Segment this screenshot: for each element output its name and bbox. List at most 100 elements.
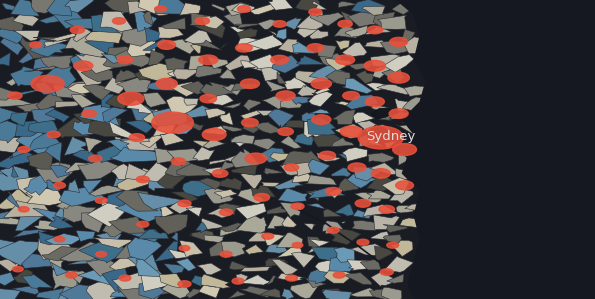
Polygon shape <box>112 273 153 290</box>
Polygon shape <box>73 28 92 42</box>
Circle shape <box>136 176 149 183</box>
Polygon shape <box>62 212 111 221</box>
Polygon shape <box>371 104 389 110</box>
Polygon shape <box>372 64 396 78</box>
Polygon shape <box>115 243 148 261</box>
Polygon shape <box>37 238 73 260</box>
Polygon shape <box>292 252 315 268</box>
Polygon shape <box>292 172 315 183</box>
Polygon shape <box>372 108 393 118</box>
Polygon shape <box>331 168 351 177</box>
Polygon shape <box>171 123 195 134</box>
Polygon shape <box>44 39 72 48</box>
Circle shape <box>82 110 96 117</box>
Polygon shape <box>130 106 155 122</box>
Polygon shape <box>231 164 259 175</box>
Circle shape <box>236 44 252 52</box>
Polygon shape <box>115 70 139 83</box>
Circle shape <box>327 227 339 233</box>
Polygon shape <box>372 125 391 135</box>
Polygon shape <box>134 10 157 31</box>
Polygon shape <box>350 244 384 256</box>
Polygon shape <box>270 153 300 161</box>
Polygon shape <box>278 273 305 281</box>
Polygon shape <box>339 1 358 7</box>
Polygon shape <box>382 68 405 82</box>
Circle shape <box>312 115 331 124</box>
Polygon shape <box>46 251 65 270</box>
Circle shape <box>155 6 167 12</box>
Polygon shape <box>0 137 23 153</box>
Polygon shape <box>0 272 15 286</box>
Polygon shape <box>230 137 246 147</box>
Polygon shape <box>240 286 274 298</box>
Polygon shape <box>262 148 285 163</box>
Polygon shape <box>381 55 414 72</box>
Polygon shape <box>359 134 377 147</box>
Polygon shape <box>26 188 64 205</box>
Polygon shape <box>391 240 413 257</box>
Polygon shape <box>394 99 412 112</box>
Circle shape <box>74 61 93 71</box>
Polygon shape <box>11 166 18 177</box>
Circle shape <box>199 55 218 65</box>
Circle shape <box>371 169 390 178</box>
Polygon shape <box>0 37 23 55</box>
Polygon shape <box>57 279 83 299</box>
Polygon shape <box>384 141 397 148</box>
Polygon shape <box>96 146 115 160</box>
Polygon shape <box>334 101 350 106</box>
Polygon shape <box>359 241 369 246</box>
Polygon shape <box>373 12 395 28</box>
Polygon shape <box>243 122 259 133</box>
Polygon shape <box>231 149 259 168</box>
Polygon shape <box>126 118 153 133</box>
Polygon shape <box>290 282 320 299</box>
Polygon shape <box>6 73 29 86</box>
Polygon shape <box>106 191 135 207</box>
Polygon shape <box>0 28 26 44</box>
Polygon shape <box>127 36 155 57</box>
Polygon shape <box>42 247 83 261</box>
Polygon shape <box>325 71 350 86</box>
Polygon shape <box>396 205 414 213</box>
Polygon shape <box>134 68 156 80</box>
Polygon shape <box>265 245 287 253</box>
Polygon shape <box>68 258 110 264</box>
Polygon shape <box>40 55 73 69</box>
Polygon shape <box>110 286 140 297</box>
Polygon shape <box>17 177 48 198</box>
Polygon shape <box>331 138 354 147</box>
Polygon shape <box>32 107 56 123</box>
Polygon shape <box>312 86 330 94</box>
Polygon shape <box>240 275 270 285</box>
Polygon shape <box>402 119 424 125</box>
Polygon shape <box>82 212 107 233</box>
Polygon shape <box>307 204 326 209</box>
Polygon shape <box>70 51 102 69</box>
Polygon shape <box>161 18 186 29</box>
Polygon shape <box>13 230 47 237</box>
Polygon shape <box>230 27 245 35</box>
Polygon shape <box>117 168 163 191</box>
Polygon shape <box>79 239 129 263</box>
Polygon shape <box>68 179 80 193</box>
Circle shape <box>338 20 352 28</box>
Polygon shape <box>45 234 80 245</box>
Polygon shape <box>0 16 24 32</box>
Polygon shape <box>209 241 233 258</box>
Polygon shape <box>250 3 279 14</box>
Polygon shape <box>33 220 61 230</box>
Polygon shape <box>381 287 402 299</box>
Polygon shape <box>176 258 196 271</box>
Polygon shape <box>371 231 392 240</box>
Polygon shape <box>237 28 258 39</box>
Polygon shape <box>220 178 242 190</box>
Polygon shape <box>310 13 345 26</box>
Polygon shape <box>267 215 287 229</box>
Polygon shape <box>371 272 394 286</box>
Polygon shape <box>240 267 273 272</box>
Polygon shape <box>203 167 225 175</box>
Polygon shape <box>229 261 249 270</box>
Polygon shape <box>115 47 154 67</box>
